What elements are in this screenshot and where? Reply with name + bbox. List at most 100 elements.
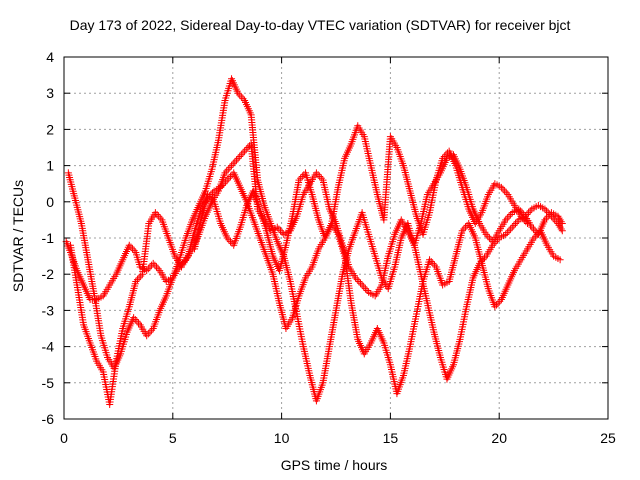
data-point [217,183,225,191]
data-point [522,218,530,226]
series-track-c [67,169,564,409]
data-point [231,158,239,166]
y-tick-label: -4 [42,339,55,355]
data-point [427,258,435,266]
data-point [505,227,513,235]
data-point [225,236,233,244]
y-tick-label: 3 [46,85,54,101]
data-point [517,212,525,220]
data-point [218,182,226,190]
data-point [544,209,552,217]
data-point [223,167,231,175]
data-point [502,216,510,224]
y-tick-label: 4 [46,49,54,65]
data-point [130,247,138,255]
data-point [501,187,509,195]
data-point [205,192,213,200]
data-point [220,180,228,188]
y-tick-label: -5 [42,375,55,391]
y-tick-label: -2 [42,266,55,282]
data-point [551,216,559,224]
data-point [278,229,286,237]
data-point [489,241,497,249]
data-point [143,267,151,275]
data-point [439,154,447,162]
data-point [223,176,231,184]
data-point [533,230,541,238]
data-point [496,297,504,305]
data-point [129,245,137,253]
data-point [557,225,565,233]
data-point [458,227,466,235]
data-point [547,212,555,220]
data-point [317,174,325,182]
y-tick-label: 0 [46,194,54,210]
data-point [442,151,450,159]
data-point [236,91,244,99]
y-axis-label: SDTVAR / TECUs [10,179,26,293]
data-point [530,234,538,242]
data-point [528,223,536,231]
x-tick-label: 0 [60,430,68,446]
data-point [275,225,283,233]
data-point [497,183,505,191]
data-point [151,209,159,217]
data-point [241,147,249,155]
data-point [555,214,563,222]
data-point [234,89,242,97]
data-point [429,259,437,267]
data-point [543,207,551,215]
data-point [523,210,531,218]
data-point [361,285,369,293]
data-point [135,319,143,327]
data-point [494,236,502,244]
data-point [314,171,322,179]
data-point [352,274,360,282]
data-point [508,223,516,231]
data-point [513,218,521,226]
data-point [554,212,562,220]
data-point [144,330,152,338]
data-point [236,153,244,161]
data-point [460,225,468,233]
data-point [558,227,566,235]
data-point [512,220,520,228]
data-point [360,283,368,291]
data-point [519,214,527,222]
y-tick-label: -6 [42,411,55,427]
data-point [502,230,510,238]
data-point [223,234,231,242]
data-point [148,326,156,334]
data-point [353,276,361,284]
data-point [239,149,247,157]
data-point [316,172,324,180]
data-point [523,220,531,228]
data-point [526,207,534,215]
data-point [426,256,434,264]
data-point [298,172,306,180]
data-point [207,194,215,202]
data-point [146,263,154,271]
data-point [146,328,154,336]
x-axis-label: GPS time / hours [280,457,388,473]
data-point [503,229,511,237]
data-point [133,276,141,284]
data-point [234,154,242,162]
data-point [125,241,133,249]
data-point [153,210,161,218]
data-point [363,286,371,294]
x-tick-label: 5 [169,430,177,446]
data-point [209,189,217,197]
data-point [556,223,564,231]
data-point [226,163,234,171]
data-point [131,315,139,323]
data-point [143,332,151,340]
data-point [541,216,549,224]
data-point [552,218,560,226]
x-tick-label: 25 [600,430,616,446]
data-point [295,176,303,184]
data-point [494,299,502,307]
data-point [482,230,490,238]
